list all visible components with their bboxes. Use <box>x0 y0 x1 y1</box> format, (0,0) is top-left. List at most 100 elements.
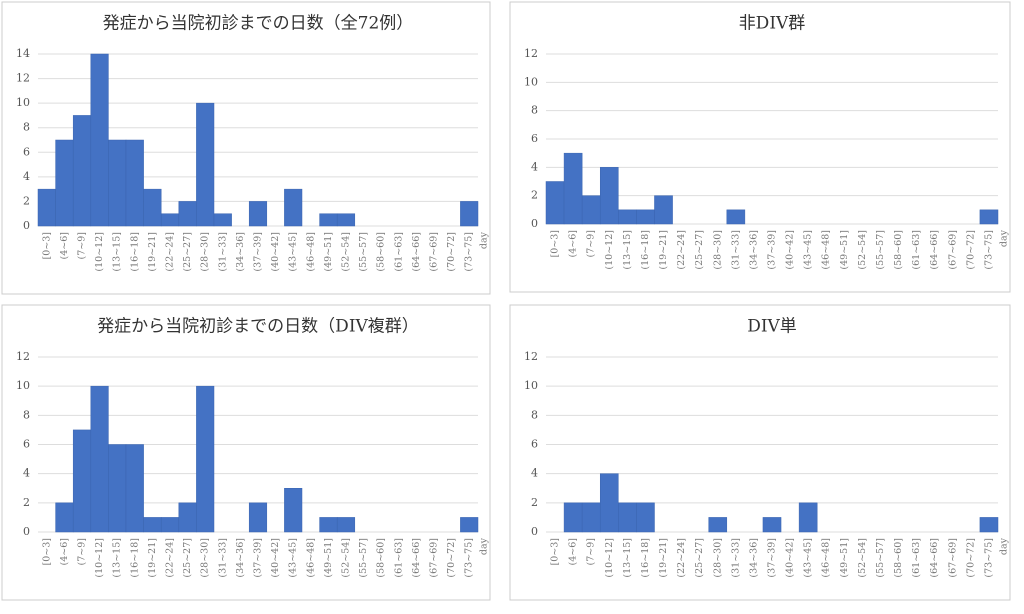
bar <box>196 385 215 533</box>
x-tick-label: (55~57] <box>358 538 369 578</box>
x-tick-label: (40~42] <box>785 538 796 578</box>
bar <box>125 139 144 227</box>
bar <box>284 188 303 227</box>
x-tick-label: (61~63] <box>911 230 922 270</box>
x-tick-label: (67~69] <box>947 230 958 270</box>
x-axis-label: day <box>479 231 490 249</box>
y-tick-label: 12 <box>524 47 538 60</box>
bar <box>55 502 74 533</box>
chart-title: 非DIV群 <box>739 14 806 34</box>
x-tick-label: (64~66] <box>929 538 940 578</box>
y-tick-label: 2 <box>23 496 30 509</box>
chart-title: 発症から当院初診までの日数（全72例） <box>103 14 414 34</box>
x-tick-label: (49~51] <box>323 232 334 272</box>
x-tick-label: (7~9] <box>586 230 597 257</box>
bar <box>636 209 655 225</box>
y-tick-label: 12 <box>16 350 30 363</box>
x-tick-label: (10~12] <box>94 538 105 578</box>
x-tick-label: (4~6] <box>59 538 70 565</box>
x-tick-label: [0~3] <box>550 538 561 565</box>
x-tick-label: (10~12] <box>604 230 615 270</box>
x-tick-label: (13~15] <box>622 230 633 270</box>
x-tick-label: (13~15] <box>622 538 633 578</box>
x-tick-label: (19~21] <box>658 230 669 270</box>
bar <box>336 213 356 227</box>
bar <box>90 53 109 227</box>
x-tick-label: (40~42] <box>270 232 281 272</box>
x-tick-label: (16~18] <box>129 538 140 578</box>
x-tick-label: (49~51] <box>839 230 850 270</box>
x-tick-label: (61~63] <box>911 538 922 578</box>
bar <box>762 517 782 533</box>
x-tick-label: (4~6] <box>59 232 70 259</box>
chart-title: 発症から当院初診までの日数（DIV複群） <box>97 317 419 337</box>
x-tick-label: (13~15] <box>112 232 123 272</box>
x-tick-label: (25~27] <box>694 230 705 270</box>
bar <box>798 502 818 533</box>
x-tick-label: (28~30] <box>200 538 211 578</box>
bar <box>979 209 999 225</box>
y-tick-label: 8 <box>23 408 30 421</box>
bar <box>160 517 180 533</box>
bar <box>143 517 162 533</box>
x-tick-label: (37~39] <box>767 538 778 578</box>
x-tick-label: (52~54] <box>857 538 868 578</box>
x-tick-label: (73~75] <box>983 230 994 270</box>
x-tick-label: (25~27] <box>694 538 705 578</box>
x-tick-label: (43~45] <box>288 232 299 272</box>
x-tick-label: (31~33] <box>730 538 741 578</box>
y-tick-label: 0 <box>23 219 30 232</box>
x-tick-label: (22~24] <box>165 232 176 272</box>
x-tick-label: (73~75] <box>464 232 475 272</box>
x-tick-label: (52~54] <box>857 230 868 270</box>
bar <box>213 213 232 227</box>
bar <box>563 502 583 533</box>
bar <box>581 502 601 533</box>
x-tick-label: (40~42] <box>785 230 796 270</box>
x-tick-label: (22~24] <box>165 538 176 578</box>
bar <box>125 444 144 533</box>
x-tick-label: (34~36] <box>235 538 246 578</box>
bar <box>618 502 637 533</box>
y-tick-label: 0 <box>531 525 538 538</box>
bar <box>618 209 637 225</box>
bar <box>599 167 619 225</box>
x-tick-label: (31~33] <box>217 232 228 272</box>
x-tick-label: (55~57] <box>875 230 886 270</box>
bar <box>196 102 215 227</box>
bar <box>319 517 338 533</box>
y-tick-label: 2 <box>531 189 538 202</box>
bar <box>563 152 583 225</box>
x-tick-label: (73~75] <box>983 538 994 578</box>
x-tick-label: (7~9] <box>77 232 88 259</box>
y-tick-label: 4 <box>531 160 538 173</box>
y-tick-label: 0 <box>531 217 538 230</box>
bar <box>599 473 619 533</box>
x-tick-label: (73~75] <box>464 538 475 578</box>
x-axis-label: day <box>479 537 490 555</box>
x-tick-label: (22~24] <box>676 230 687 270</box>
bar <box>37 188 56 227</box>
y-tick-label: 10 <box>16 96 30 109</box>
x-tick-label: (58~60] <box>376 538 387 578</box>
x-tick-label: (61~63] <box>393 232 404 272</box>
bar <box>178 502 197 533</box>
x-tick-label: (61~63] <box>393 538 404 578</box>
panel <box>509 304 1011 601</box>
x-tick-label: (46~48] <box>305 232 316 272</box>
x-tick-label: (43~45] <box>288 538 299 578</box>
bar <box>90 385 109 533</box>
bar <box>708 517 728 533</box>
y-tick-label: 6 <box>531 438 538 451</box>
x-axis-label: day <box>999 537 1010 555</box>
y-tick-label: 4 <box>23 170 30 183</box>
x-tick-label: (7~9] <box>77 538 88 565</box>
y-tick-label: 2 <box>531 496 538 509</box>
x-axis-label: day <box>999 229 1010 247</box>
x-tick-label: (52~54] <box>341 538 352 578</box>
x-tick-label: (34~36] <box>748 230 759 270</box>
x-tick-label: (52~54] <box>341 232 352 272</box>
bar <box>72 115 92 227</box>
x-tick-label: (28~30] <box>712 230 723 270</box>
